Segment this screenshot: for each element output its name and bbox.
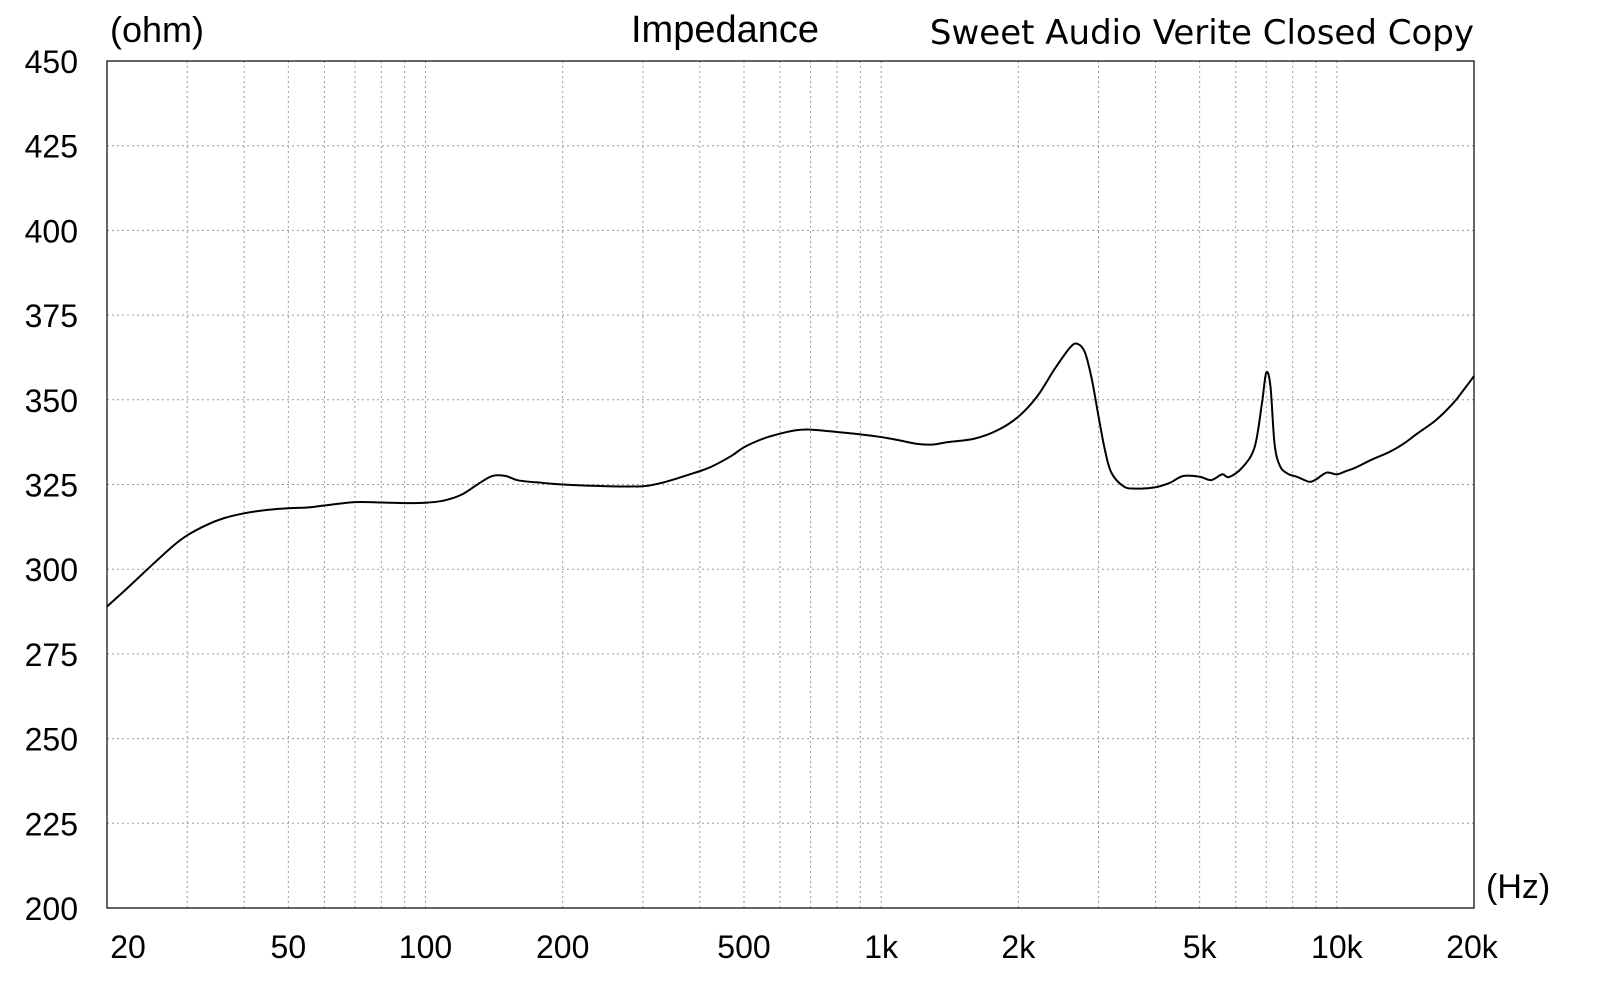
x-tick-label: 500: [717, 929, 770, 965]
y-tick-label: 200: [25, 891, 78, 927]
x-tick-label: 1k: [864, 929, 899, 965]
plot-frame: [106, 60, 1475, 909]
x-tick-label: 10k: [1311, 929, 1364, 965]
y-axis-label: (ohm): [110, 9, 204, 50]
x-tick-label: 20: [110, 929, 146, 965]
x-tick-label: 20k: [1446, 929, 1499, 965]
y-tick-label: 325: [25, 468, 78, 504]
y-tick-label: 400: [25, 213, 78, 249]
y-tick-label: 375: [25, 298, 78, 334]
y-tick-label: 250: [25, 722, 78, 758]
y-tick-label: 425: [25, 129, 78, 165]
x-tick-labels: 20 50 100 200 500 1k 2k 5k 10k 20k: [110, 929, 1499, 965]
grid-lines: [107, 61, 1474, 908]
y-tick-labels: 200 225 250 275 300 325 350 375 400 425 450: [25, 44, 78, 927]
impedance-series-line: [106, 342, 1475, 608]
series-group: [106, 342, 1475, 608]
y-tick-label: 225: [25, 806, 78, 842]
chart-subtitle: Sweet Audio Verite Closed Copy: [930, 13, 1474, 53]
y-tick-label: 300: [25, 552, 78, 588]
x-tick-label: 5k: [1183, 929, 1218, 965]
y-tick-label: 450: [25, 44, 78, 80]
y-tick-label: 350: [25, 383, 78, 419]
y-tick-label: 275: [25, 637, 78, 673]
x-tick-label: 200: [536, 929, 589, 965]
x-tick-label: 50: [271, 929, 307, 965]
x-axis-label: (Hz): [1486, 868, 1550, 906]
x-tick-label: 100: [399, 929, 452, 965]
x-tick-label: 2k: [1001, 929, 1036, 965]
chart-title: Impedance: [631, 9, 819, 51]
